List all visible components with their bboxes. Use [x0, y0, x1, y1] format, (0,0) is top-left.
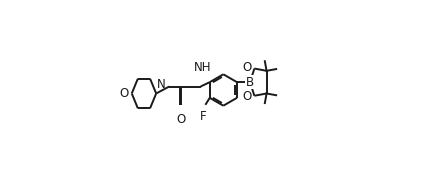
Text: O: O	[242, 61, 251, 74]
Text: NH: NH	[194, 61, 211, 74]
Text: O: O	[242, 90, 251, 103]
Text: O: O	[120, 87, 128, 100]
Text: N: N	[157, 78, 166, 91]
Text: F: F	[199, 110, 206, 123]
Text: B: B	[246, 76, 254, 89]
Text: O: O	[176, 113, 185, 126]
